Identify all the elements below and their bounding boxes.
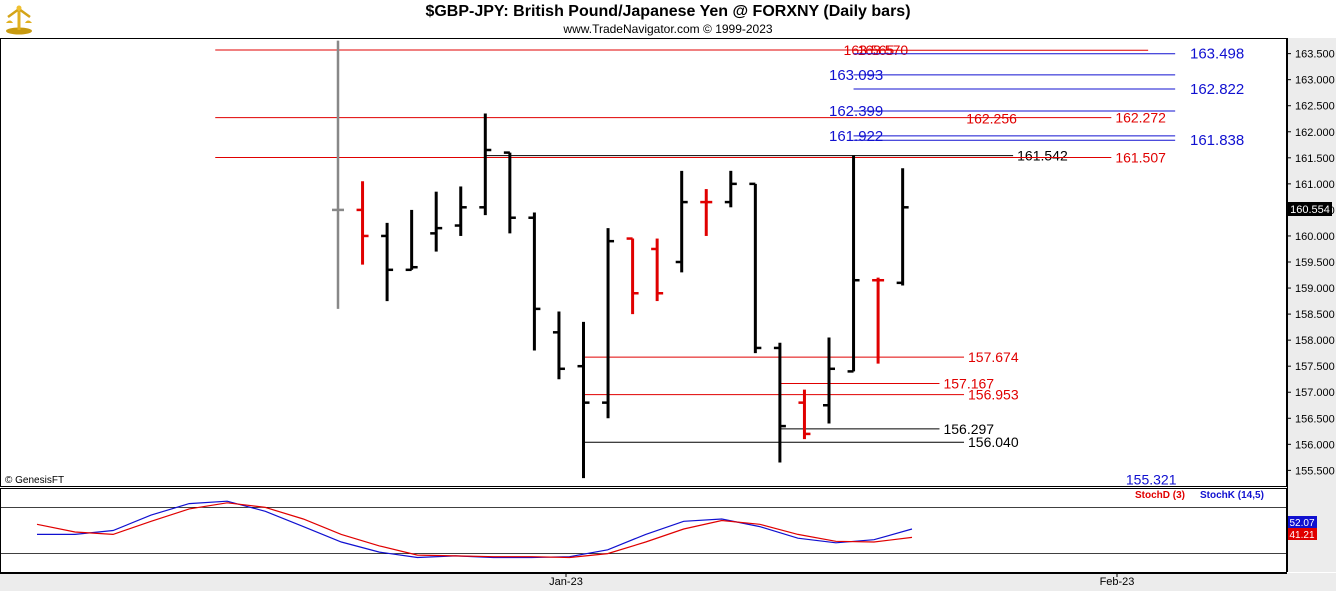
stochd-legend-label: StochD (3) [1135,490,1185,501]
stochd-line [36,502,913,559]
last-price-tag: 160.554 [1290,204,1330,216]
stochk-legend-label: StochK (14,5) [1200,490,1264,501]
price-tick-label: 156.000 [1295,439,1335,451]
stochd-value-tag-bg [1288,528,1317,540]
price-tick-label: 160.000 [1295,231,1335,243]
price-tick-label: 162.000 [1295,127,1335,139]
date-axis-panel [0,573,1336,591]
stochd-value-tag: 41.21 [1289,530,1314,541]
level-label: 163.093 [829,67,883,84]
genesis-gold-logo-icon [4,3,34,35]
price-tick-label: 163.000 [1295,75,1335,87]
stochastic-pane [0,488,1287,573]
price-tick-label: 157.500 [1295,361,1335,373]
price-tick-label: 156.500 [1295,413,1335,425]
date-tick-label: Feb-23 [1100,576,1135,588]
price-tick-label: 161.000 [1295,179,1335,191]
price-pane [0,38,1287,487]
level-label: 162.822 [1190,81,1244,98]
watermark: © GenesisFT [5,475,64,486]
level-label: 163.498 [1190,46,1244,63]
chart-subtitle: www.TradeNavigator.com © 1999-2023 [563,22,773,36]
stochk-value-tag: 52.07 [1289,518,1314,529]
date-axis-labels: Jan-23 Feb-23 [549,573,1134,588]
level-label: 161.838 [1190,132,1244,149]
level-label: 162.399 [829,103,883,120]
level-label: 156.953 [968,387,1019,403]
level-label: 156.297 [943,421,994,437]
price-tick-label: 158.000 [1295,335,1335,347]
price-tick-label: 159.000 [1295,283,1335,295]
price-tick-label: 163.500 [1295,49,1335,61]
price-tick-label: 162.500 [1295,101,1335,113]
date-tick-label: Jan-23 [549,576,583,588]
chart-header: $GBP-JPY: British Pound/Japanese Yen @ F… [0,0,1336,38]
price-tick-label: 161.500 [1295,153,1335,165]
level-label: 157.674 [968,349,1019,365]
price-tick-label: 158.500 [1295,309,1335,321]
stochastic-lines [1,500,1286,559]
ohlc-bars [332,40,909,479]
level-label: 161.922 [829,128,883,145]
level-label: 161.542 [1017,148,1068,164]
last-price-tag-bg [1288,202,1332,216]
level-label: 162.256 [966,110,1017,126]
price-tick-label: 159.500 [1295,257,1335,269]
chart-title: $GBP-JPY: British Pound/Japanese Yen @ F… [425,3,911,20]
level-label: 162.272 [1115,110,1166,126]
level-label: 156.040 [968,434,1019,450]
price-axis-panel [1287,38,1336,572]
level-label: 161.507 [1115,149,1166,165]
level-label: 157.167 [943,376,994,392]
price-tick-label: 155.500 [1295,465,1335,477]
price-tick-label: 157.000 [1295,387,1335,399]
level-label: 155.321 [1126,472,1177,488]
stochk-value-tag-bg [1288,516,1317,528]
level-label: 163.565 [844,42,895,58]
